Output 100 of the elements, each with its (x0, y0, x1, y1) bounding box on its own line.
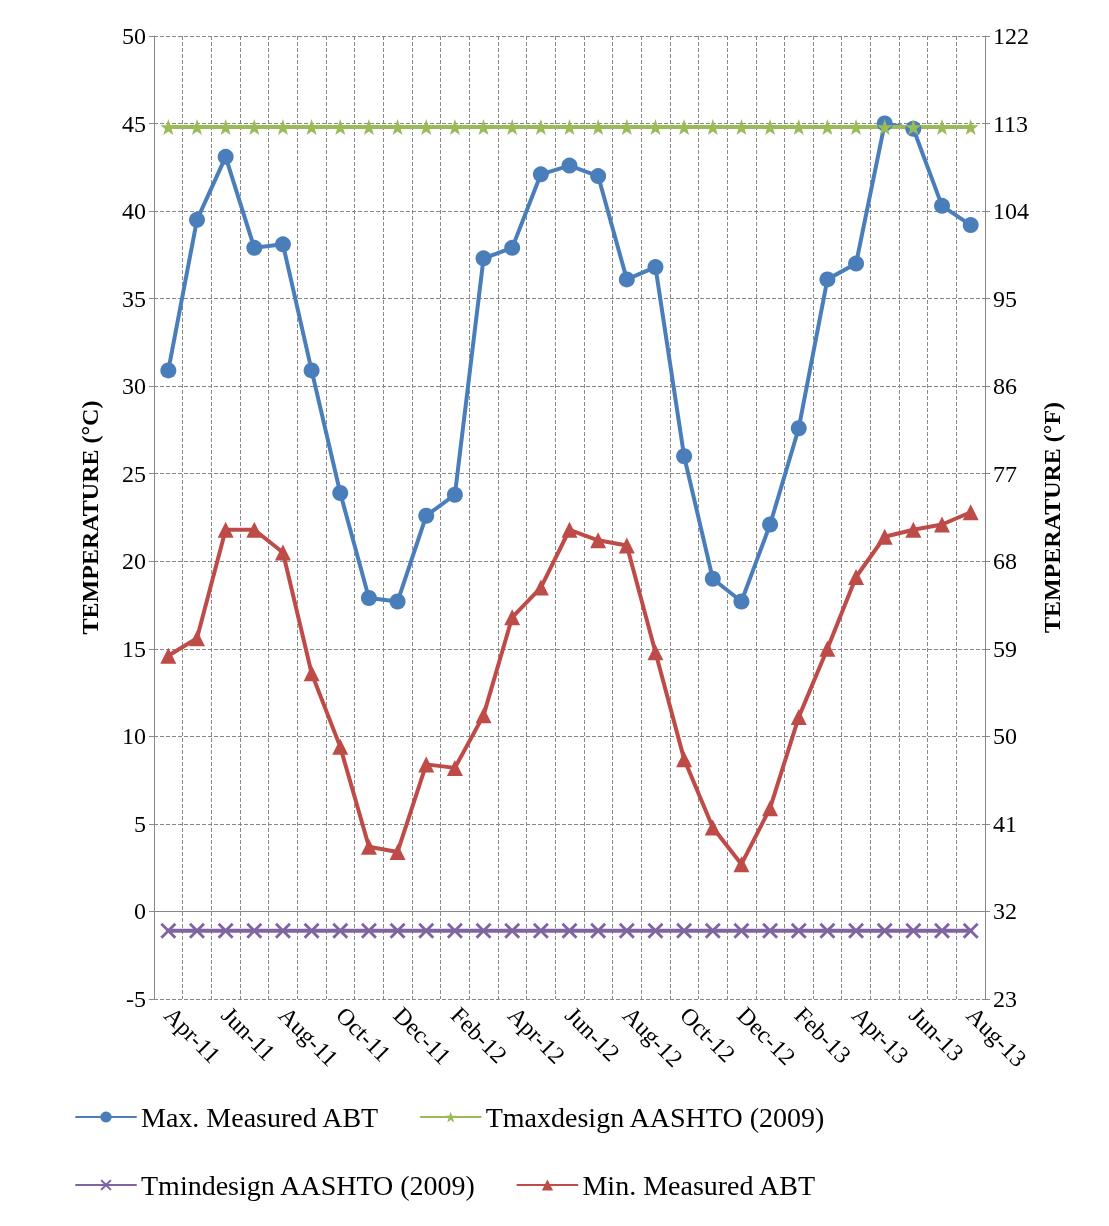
point (475, 707, 492, 724)
legend-label: Tmindesign AASHTO (2009) (141, 1169, 475, 1201)
y-tick-label: 40 (122, 198, 146, 225)
point (934, 922, 951, 939)
y2-tick-label: 86 (993, 373, 1017, 400)
point (217, 148, 234, 165)
point (819, 640, 836, 657)
point (504, 239, 521, 256)
point (246, 239, 263, 256)
point (647, 922, 664, 939)
point (876, 119, 893, 136)
y-tick-label: 10 (122, 723, 146, 750)
point (188, 630, 205, 647)
y2-tick-label: 104 (993, 198, 1029, 225)
y2-tick-label: 23 (993, 986, 1017, 1012)
y-tick-label: 25 (122, 460, 146, 487)
y2-tick-label: 122 (993, 23, 1029, 49)
point (762, 516, 779, 533)
y-tick-label: 30 (122, 373, 146, 400)
point (762, 922, 779, 939)
point (733, 922, 750, 939)
point (876, 922, 893, 939)
point (676, 922, 693, 939)
y-tick-label: 0 (134, 898, 146, 925)
point (733, 593, 750, 610)
y2-axis-title: TEMPERATURE (°F) (1038, 401, 1065, 634)
point (676, 751, 693, 768)
point (246, 521, 263, 538)
point (532, 579, 549, 596)
y-tick-label: 45 (122, 110, 146, 137)
point (790, 922, 807, 939)
point (962, 504, 979, 521)
y2-tick-label: 59 (993, 635, 1017, 662)
point (532, 922, 549, 939)
point (303, 665, 320, 682)
point (848, 922, 865, 939)
legend-label: Tmaxdesign AASHTO (2009) (485, 1101, 825, 1133)
point (590, 922, 607, 939)
point (418, 922, 435, 939)
point (934, 516, 951, 533)
point (590, 532, 607, 549)
point (160, 362, 177, 379)
point (819, 922, 836, 939)
point (160, 647, 177, 664)
point (446, 922, 463, 939)
point (762, 800, 779, 817)
point (934, 197, 951, 214)
point (389, 593, 406, 610)
point (704, 922, 721, 939)
y2-tick-label: 32 (993, 898, 1017, 925)
point (303, 362, 320, 379)
point (962, 922, 979, 939)
point (733, 856, 750, 873)
point (418, 507, 435, 524)
point (274, 922, 291, 939)
y2-tick-label: 68 (993, 548, 1017, 575)
point (504, 609, 521, 626)
point (475, 250, 492, 267)
y2-tick-label: 50 (993, 723, 1017, 750)
y-tick-label: 20 (122, 548, 146, 575)
point (332, 922, 349, 939)
point (561, 922, 578, 939)
point (389, 922, 406, 939)
y2-tick-label: 41 (993, 810, 1017, 837)
point (618, 271, 635, 288)
point (246, 922, 263, 939)
point (332, 484, 349, 501)
point (876, 528, 893, 545)
legend-label: Min. Measured ABT (582, 1169, 815, 1201)
point (819, 271, 836, 288)
point (532, 166, 549, 183)
point (274, 544, 291, 561)
legend-label: Max. Measured ABT (141, 1101, 379, 1133)
point (504, 922, 521, 939)
point (217, 922, 234, 939)
point (647, 259, 664, 276)
point (590, 168, 607, 185)
point (704, 819, 721, 836)
point (418, 756, 435, 773)
point (790, 420, 807, 437)
point (618, 537, 635, 554)
y-tick-label: -5 (126, 986, 146, 1012)
point (848, 255, 865, 272)
point (676, 448, 693, 465)
point (446, 759, 463, 776)
y-axis-title: TEMPERATURE (°C) (77, 400, 103, 635)
point (274, 236, 291, 253)
point (475, 922, 492, 939)
point (790, 709, 807, 726)
point (160, 922, 177, 939)
y2-tick-label: 77 (993, 460, 1017, 487)
y2-tick-label: 95 (993, 285, 1017, 312)
y2-tick-label: 113 (993, 110, 1029, 137)
y-tick-label: 35 (122, 285, 146, 312)
point (962, 217, 979, 234)
y-tick-label: 5 (134, 810, 146, 837)
point (618, 922, 635, 939)
point (303, 922, 320, 939)
point (561, 521, 578, 538)
point (189, 211, 205, 228)
